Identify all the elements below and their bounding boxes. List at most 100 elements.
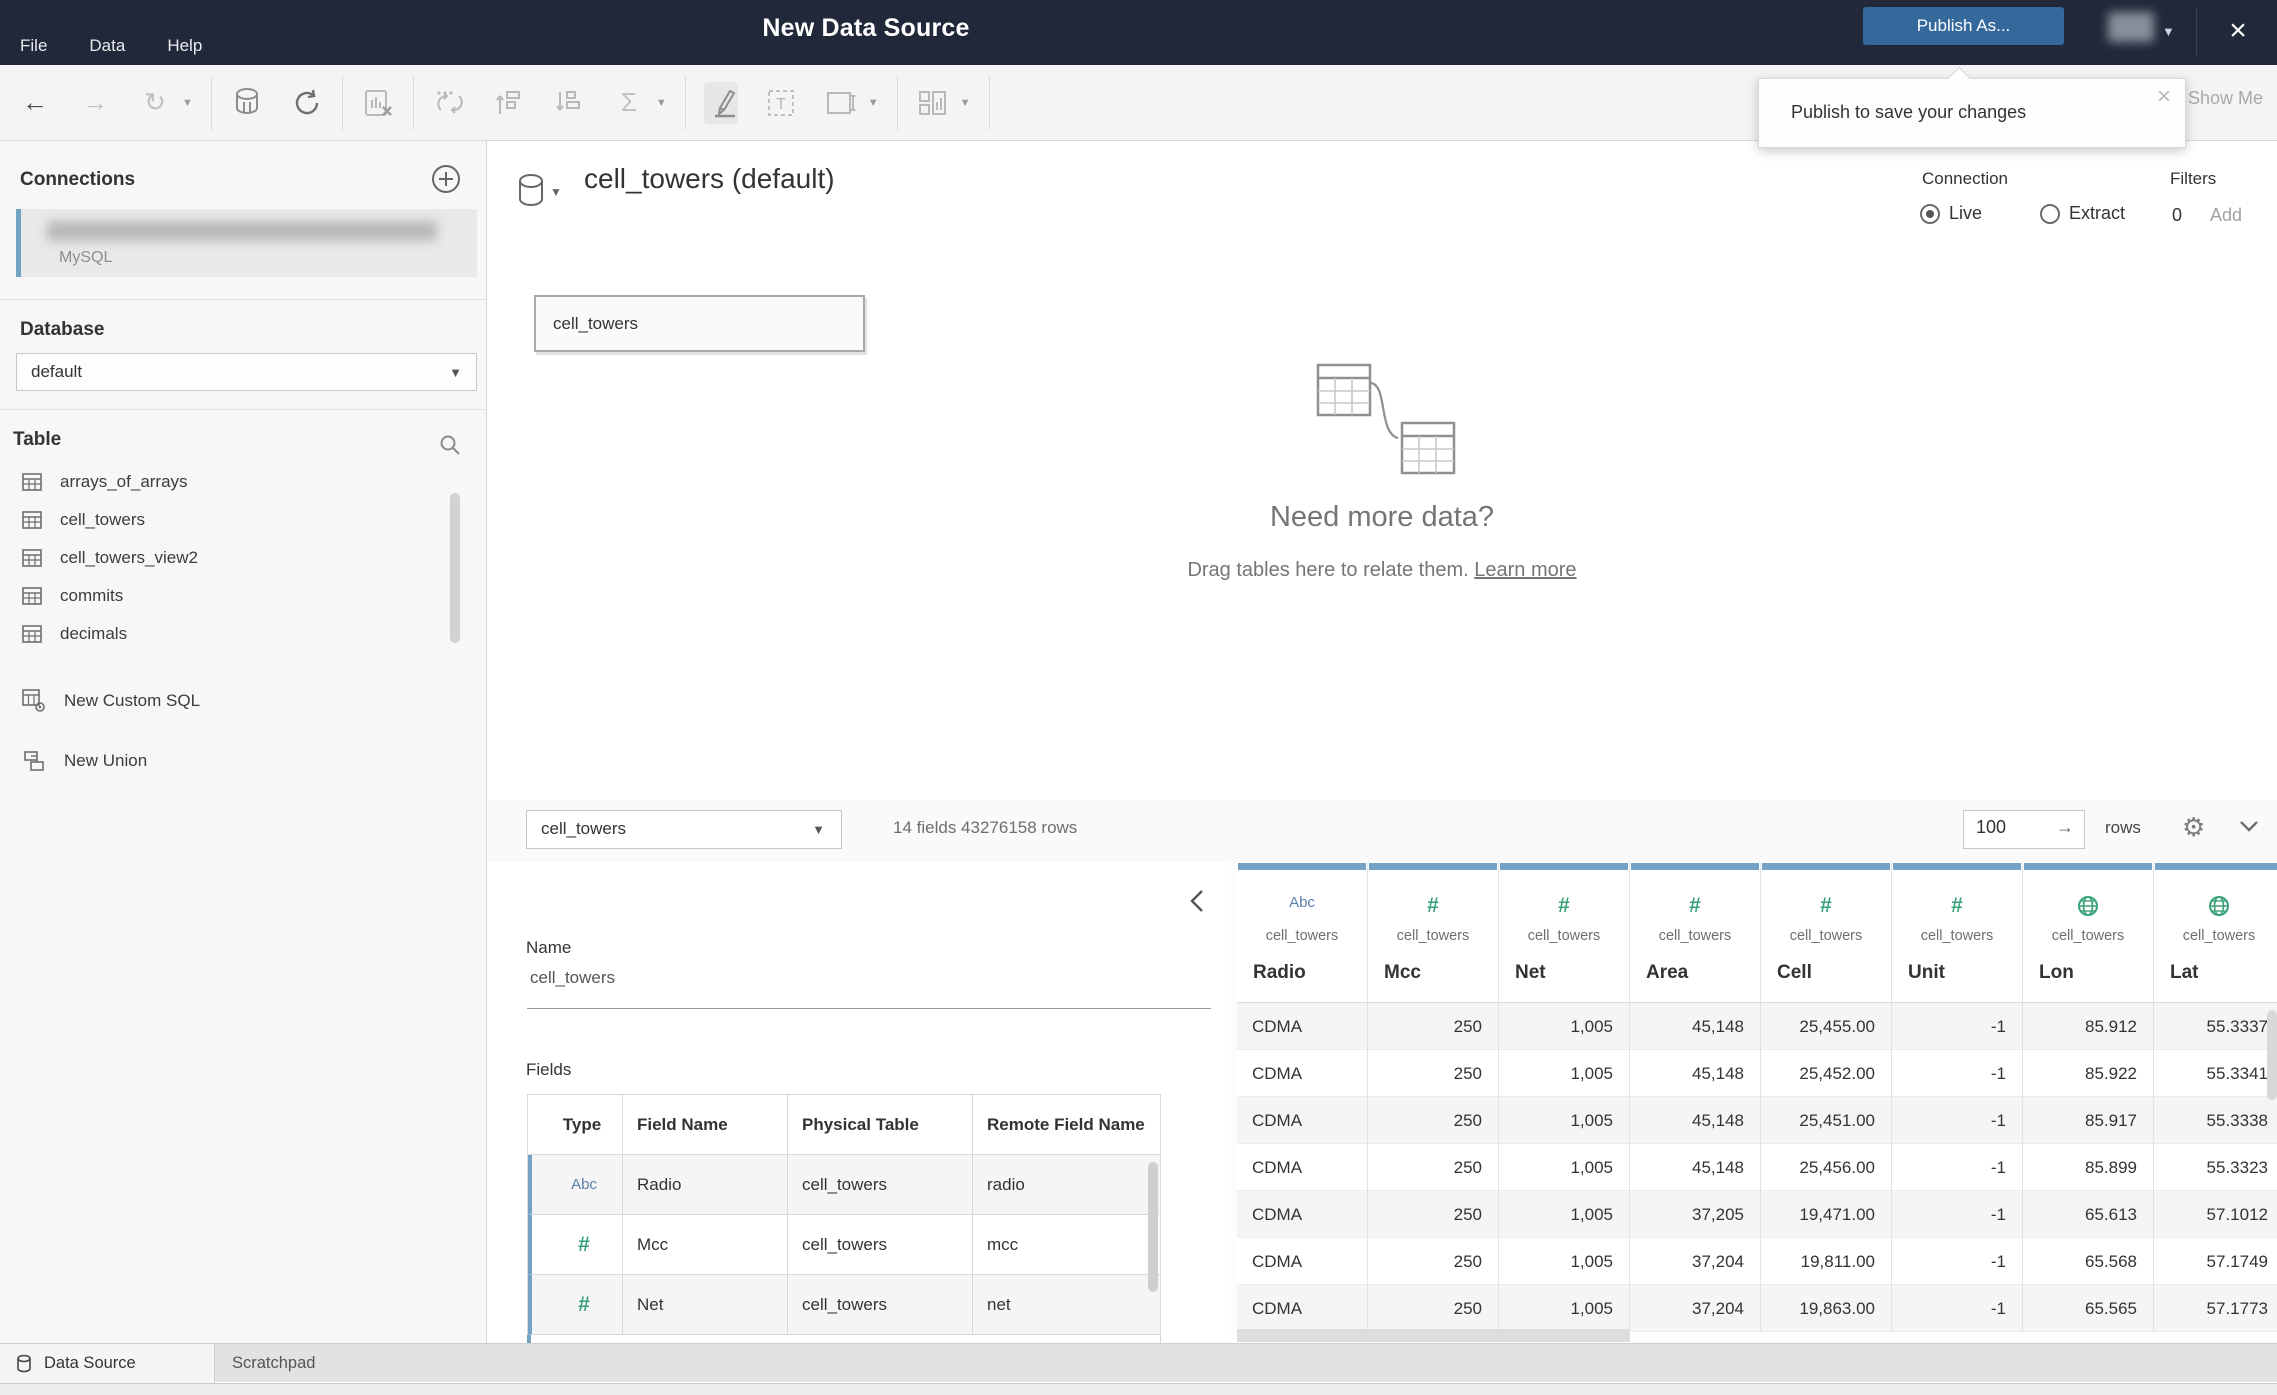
grid-cell[interactable]: 85.917 bbox=[2023, 1097, 2153, 1144]
collapse-panel-icon[interactable] bbox=[1188, 888, 1206, 919]
highlight-icon[interactable] bbox=[703, 81, 738, 124]
grid-cell[interactable]: 85.922 bbox=[2023, 1050, 2153, 1097]
grid-vertical-scrollbar[interactable] bbox=[2267, 1010, 2277, 1100]
grid-cell[interactable]: -1 bbox=[1892, 1097, 2022, 1144]
grid-cell[interactable]: 55.3341 bbox=[2154, 1050, 2277, 1097]
grid-cell[interactable]: 55.3323 bbox=[2154, 1144, 2277, 1191]
grid-cell[interactable]: 1,005 bbox=[1499, 1097, 1629, 1144]
tooltip-close-icon[interactable]: × bbox=[2156, 83, 2171, 110]
grid-cell[interactable]: 45,148 bbox=[1630, 1097, 1760, 1144]
column-header[interactable]: Abc cell_towers Radio bbox=[1237, 870, 1367, 1003]
replay-caret-icon[interactable]: ▼ bbox=[182, 96, 193, 109]
database-select[interactable]: default ▼ bbox=[16, 353, 477, 391]
table-item-commits[interactable]: commits bbox=[0, 577, 487, 615]
grid-horizontal-scrollbar[interactable] bbox=[1237, 1329, 1630, 1342]
menu-help[interactable]: Help bbox=[167, 36, 203, 55]
totals-caret-icon[interactable]: ▼ bbox=[655, 96, 667, 109]
grid-cell[interactable]: CDMA bbox=[1237, 1050, 1367, 1097]
grid-cell[interactable]: -1 bbox=[1892, 1003, 2022, 1050]
column-header[interactable]: # cell_towers Area bbox=[1630, 870, 1760, 1003]
grid-cell[interactable]: 37,204 bbox=[1630, 1285, 1760, 1332]
chevron-down-icon[interactable]: ▼ bbox=[2162, 24, 2175, 39]
chevron-down-icon[interactable] bbox=[2236, 816, 2262, 841]
table-list-scrollbar[interactable] bbox=[450, 493, 460, 643]
grid-cell[interactable]: 250 bbox=[1368, 1003, 1498, 1050]
swap-rows-columns-icon[interactable] bbox=[432, 88, 466, 118]
sort-descending-icon[interactable] bbox=[552, 88, 586, 118]
menu-file[interactable]: File bbox=[20, 36, 48, 55]
add-connection-icon[interactable] bbox=[430, 163, 462, 200]
clear-sheet-icon[interactable] bbox=[361, 88, 395, 118]
logical-table-node[interactable]: cell_towers bbox=[534, 295, 865, 352]
show-me-button[interactable]: Show Me bbox=[2187, 88, 2263, 108]
search-icon[interactable] bbox=[438, 433, 462, 462]
grid-cell[interactable]: CDMA bbox=[1237, 1238, 1367, 1285]
grid-cell[interactable]: 55.3337 bbox=[2154, 1003, 2277, 1050]
grid-cell[interactable]: 25,455.00 bbox=[1761, 1003, 1891, 1050]
text-label-icon[interactable]: T bbox=[764, 88, 798, 118]
column-header[interactable]: # cell_towers Mcc bbox=[1368, 870, 1498, 1003]
grid-cell[interactable]: 1,005 bbox=[1499, 1285, 1629, 1332]
grid-cell[interactable]: -1 bbox=[1892, 1144, 2022, 1191]
field-row[interactable]: # Mcc cell_towers mcc bbox=[528, 1215, 1160, 1275]
grid-cell[interactable]: CDMA bbox=[1237, 1097, 1367, 1144]
show-cards-icon[interactable] bbox=[916, 88, 950, 118]
row-count-input[interactable] bbox=[1976, 817, 2046, 838]
grid-cell[interactable]: -1 bbox=[1892, 1191, 2022, 1238]
table-item-arrays-of-arrays[interactable]: arrays_of_arrays bbox=[0, 463, 487, 501]
column-header[interactable]: cell_towers Lon bbox=[2023, 870, 2153, 1003]
grid-cell[interactable]: 55.3338 bbox=[2154, 1097, 2277, 1144]
grid-cell[interactable]: CDMA bbox=[1237, 1144, 1367, 1191]
grid-cell[interactable]: 19,863.00 bbox=[1761, 1285, 1891, 1332]
totals-icon[interactable]: Σ bbox=[620, 87, 637, 117]
table-item-cell-towers-view2[interactable]: cell_towers_view2 bbox=[0, 539, 487, 577]
grid-cell[interactable]: 1,005 bbox=[1499, 1050, 1629, 1097]
refresh-icon[interactable] bbox=[290, 88, 324, 118]
grid-cell[interactable]: -1 bbox=[1892, 1285, 2022, 1332]
grid-cell[interactable]: 57.1012 bbox=[2154, 1191, 2277, 1238]
grid-cell[interactable]: 250 bbox=[1368, 1238, 1498, 1285]
grid-cell[interactable]: 1,005 bbox=[1499, 1003, 1629, 1050]
publish-as-button[interactable]: Publish As... bbox=[1863, 7, 2064, 45]
column-header[interactable]: # cell_towers Net bbox=[1499, 870, 1629, 1003]
grid-table-select[interactable]: cell_towers ▼ bbox=[526, 810, 842, 849]
grid-cell[interactable]: 85.912 bbox=[2023, 1003, 2153, 1050]
apply-rows-icon[interactable]: → bbox=[2056, 817, 2074, 837]
tab-scratchpad[interactable]: Scratchpad bbox=[232, 1354, 316, 1372]
grid-cell[interactable]: 37,205 bbox=[1630, 1191, 1760, 1238]
grid-cell[interactable]: -1 bbox=[1892, 1050, 2022, 1097]
fit-caret-icon[interactable]: ▼ bbox=[867, 96, 879, 109]
fit-icon[interactable] bbox=[824, 88, 858, 118]
replay-icon[interactable]: ↻ bbox=[144, 87, 166, 117]
grid-cell[interactable]: 45,148 bbox=[1630, 1003, 1760, 1050]
grid-cell[interactable]: 1,005 bbox=[1499, 1238, 1629, 1285]
cards-caret-icon[interactable]: ▼ bbox=[959, 96, 971, 109]
grid-cell[interactable]: 1,005 bbox=[1499, 1191, 1629, 1238]
grid-cell[interactable]: -1 bbox=[1892, 1238, 2022, 1285]
table-item-cell-towers[interactable]: cell_towers bbox=[0, 501, 487, 539]
field-row[interactable]: # Net cell_towers net bbox=[528, 1275, 1160, 1335]
connection-item[interactable]: MySQL bbox=[16, 209, 477, 277]
grid-cell[interactable]: 65.568 bbox=[2023, 1238, 2153, 1285]
sort-ascending-icon[interactable] bbox=[492, 88, 526, 118]
new-custom-sql-button[interactable]: New Custom SQL bbox=[0, 681, 487, 721]
avatar[interactable] bbox=[2108, 12, 2154, 42]
chevron-down-icon[interactable]: ▼ bbox=[550, 185, 562, 199]
new-union-button[interactable]: New Union bbox=[0, 741, 487, 781]
grid-cell[interactable]: 250 bbox=[1368, 1285, 1498, 1332]
column-header[interactable]: # cell_towers Cell bbox=[1761, 870, 1891, 1003]
grid-cell[interactable]: 65.613 bbox=[2023, 1191, 2153, 1238]
grid-cell[interactable]: 250 bbox=[1368, 1050, 1498, 1097]
grid-cell[interactable]: CDMA bbox=[1237, 1191, 1367, 1238]
grid-cell[interactable]: 45,148 bbox=[1630, 1050, 1760, 1097]
pause-updates-icon[interactable] bbox=[230, 87, 264, 118]
grid-cell[interactable]: 19,811.00 bbox=[1761, 1238, 1891, 1285]
name-value[interactable]: cell_towers bbox=[530, 968, 616, 987]
grid-cell[interactable]: 25,451.00 bbox=[1761, 1097, 1891, 1144]
grid-cell[interactable]: 250 bbox=[1368, 1144, 1498, 1191]
grid-cell[interactable]: 57.1749 bbox=[2154, 1238, 2277, 1285]
column-header[interactable]: cell_towers Lat bbox=[2154, 870, 2277, 1003]
tab-data-source[interactable]: Data Source bbox=[0, 1344, 215, 1383]
grid-cell[interactable]: CDMA bbox=[1237, 1003, 1367, 1050]
grid-cell[interactable]: 250 bbox=[1368, 1097, 1498, 1144]
